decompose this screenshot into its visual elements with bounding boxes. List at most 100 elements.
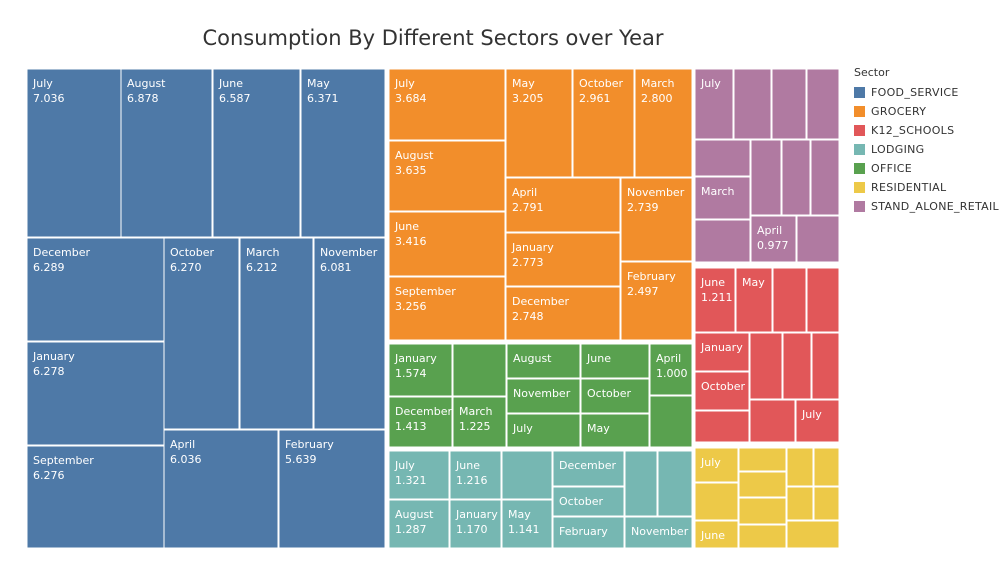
treemap-cell[interactable] <box>786 447 814 487</box>
treemap-cell[interactable] <box>781 139 811 216</box>
treemap-cell[interactable] <box>212 68 301 238</box>
treemap-cell[interactable] <box>694 176 751 220</box>
treemap-cell[interactable] <box>749 332 783 400</box>
treemap-cell[interactable] <box>501 450 553 500</box>
treemap-cell[interactable] <box>313 237 386 430</box>
cell-month-label: January <box>511 241 554 254</box>
legend-item[interactable]: STAND_ALONE_RETAIL <box>854 197 999 216</box>
treemap-cell[interactable] <box>300 68 386 238</box>
treemap-cell[interactable] <box>388 140 506 212</box>
treemap-cell[interactable] <box>738 447 787 472</box>
treemap-cell[interactable] <box>694 482 739 521</box>
treemap-cell[interactable] <box>506 413 581 448</box>
treemap-cell[interactable] <box>552 450 625 487</box>
treemap-cell[interactable] <box>782 332 812 400</box>
treemap-cell[interactable] <box>580 343 650 379</box>
treemap-cell[interactable] <box>694 139 751 177</box>
treemap-cell[interactable] <box>26 341 165 446</box>
cell-value-label: 3.416 <box>395 235 427 248</box>
treemap-cell[interactable] <box>749 399 796 443</box>
treemap-cell[interactable] <box>388 68 506 141</box>
treemap-cell[interactable] <box>796 215 840 263</box>
treemap-cell[interactable] <box>771 68 807 140</box>
treemap-cell[interactable] <box>388 276 506 341</box>
treemap-cell[interactable] <box>620 177 693 262</box>
treemap-cell[interactable] <box>649 395 693 448</box>
treemap-cell[interactable] <box>552 516 625 549</box>
cell-value-label: 6.276 <box>33 469 65 482</box>
treemap-cell[interactable] <box>694 520 739 549</box>
treemap-cell[interactable] <box>772 267 807 333</box>
treemap-cell[interactable] <box>795 399 840 443</box>
legend-item[interactable]: LODGING <box>854 140 999 159</box>
treemap-cell[interactable] <box>239 237 314 430</box>
treemap-cell[interactable] <box>452 396 507 448</box>
treemap-cell[interactable] <box>505 232 621 287</box>
treemap-cell[interactable] <box>694 68 734 140</box>
treemap-cell[interactable] <box>694 332 750 372</box>
treemap-cell[interactable] <box>449 450 502 500</box>
treemap-cell[interactable] <box>552 486 625 517</box>
treemap-cell[interactable] <box>505 286 621 341</box>
treemap-cell[interactable] <box>733 68 772 140</box>
treemap-cell[interactable] <box>388 499 450 549</box>
treemap-cell[interactable] <box>806 68 840 140</box>
cell-month-label: January <box>455 508 498 521</box>
treemap-cell[interactable] <box>388 450 450 500</box>
treemap-cell[interactable] <box>278 429 386 549</box>
treemap-cell[interactable] <box>694 410 750 443</box>
treemap-cell[interactable] <box>649 343 693 396</box>
treemap-cell[interactable] <box>26 68 122 238</box>
treemap-cell[interactable] <box>738 471 787 498</box>
treemap-cell[interactable] <box>694 447 739 483</box>
treemap-cell[interactable] <box>506 378 581 414</box>
treemap-cell[interactable] <box>120 68 213 238</box>
treemap-cell[interactable] <box>810 139 840 216</box>
treemap-cell[interactable] <box>163 237 240 430</box>
treemap-cell[interactable] <box>738 497 787 525</box>
treemap-cell[interactable] <box>572 68 635 178</box>
cell-value-label: 1.000 <box>656 367 688 380</box>
cell-value-label: 2.791 <box>512 201 544 214</box>
legend-swatch <box>854 125 865 136</box>
treemap-cell[interactable] <box>501 499 553 549</box>
treemap-cell[interactable] <box>806 267 840 333</box>
treemap-cell[interactable] <box>580 378 650 414</box>
treemap-cell[interactable] <box>620 261 693 341</box>
treemap-cell[interactable] <box>624 450 658 517</box>
treemap-cell[interactable] <box>634 68 693 178</box>
treemap-cell[interactable] <box>786 520 840 549</box>
treemap-cell[interactable] <box>811 332 840 400</box>
treemap-cell[interactable] <box>786 486 814 521</box>
treemap-cell[interactable] <box>506 343 581 379</box>
sector-stand-alone-retail: July March April 0.977 <box>694 68 840 263</box>
treemap-cell[interactable] <box>388 211 506 277</box>
treemap-cell[interactable] <box>452 343 507 397</box>
treemap-cell[interactable] <box>738 524 787 549</box>
treemap-cell[interactable] <box>750 215 797 263</box>
treemap-cell[interactable] <box>580 413 650 448</box>
treemap-cell[interactable] <box>750 139 782 216</box>
treemap-cell[interactable] <box>388 396 453 448</box>
legend-item[interactable]: K12_SCHOOLS <box>854 121 999 140</box>
legend-item[interactable]: FOOD_SERVICE <box>854 83 999 102</box>
treemap-cell[interactable] <box>505 68 573 178</box>
treemap-cell[interactable] <box>694 219 751 263</box>
treemap-cell[interactable] <box>388 343 453 397</box>
treemap-cell[interactable] <box>813 486 840 521</box>
treemap-cell[interactable] <box>26 445 165 549</box>
legend-item[interactable]: RESIDENTIAL <box>854 178 999 197</box>
legend-item[interactable]: GROCERY <box>854 102 999 121</box>
treemap-cell[interactable] <box>694 371 750 411</box>
legend-item[interactable]: OFFICE <box>854 159 999 178</box>
treemap-cell[interactable] <box>449 499 502 549</box>
treemap-cell[interactable] <box>505 177 621 233</box>
treemap-cell[interactable] <box>26 237 165 342</box>
treemap-cell[interactable] <box>813 447 840 487</box>
treemap-cell[interactable] <box>694 267 736 333</box>
treemap-cell[interactable] <box>163 429 279 549</box>
cell-value-label: 1.141 <box>508 523 540 536</box>
treemap-cell[interactable] <box>657 450 693 517</box>
treemap-cell[interactable] <box>624 516 693 549</box>
treemap-cell[interactable] <box>735 267 773 333</box>
